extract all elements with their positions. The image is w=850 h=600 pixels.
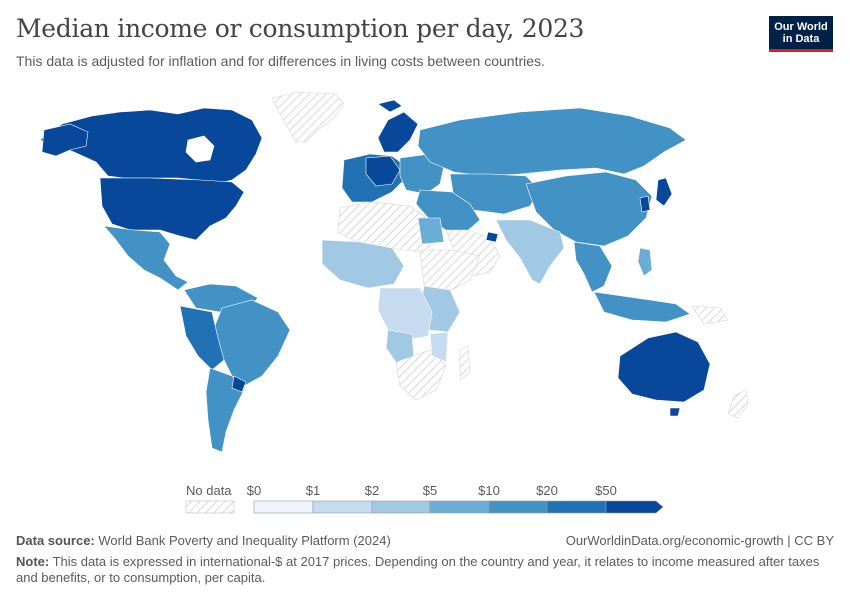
legend-bin-1[interactable] — [312, 500, 373, 514]
world-map-svg — [39, 91, 749, 453]
legend-tick-6: $50 — [595, 483, 617, 498]
region-central-africa[interactable] — [377, 287, 433, 341]
footnote: Note: This data is expressed in internat… — [16, 554, 834, 586]
region-brazil[interactable] — [213, 299, 291, 387]
region-russia[interactable] — [417, 107, 687, 177]
region-hudson-bay — [185, 135, 215, 163]
region-uae[interactable] — [485, 231, 499, 243]
data-source-label: Data source: — [16, 533, 95, 548]
logo-line-1: Our World — [774, 20, 828, 33]
legend-tick-2: $2 — [365, 483, 379, 498]
logo-line-2: in Data — [782, 32, 820, 45]
legend-tick-3: $5 — [423, 483, 437, 498]
region-canada[interactable] — [39, 107, 263, 185]
region-south-asia[interactable] — [495, 219, 565, 285]
region-horn-of-africa[interactable] — [419, 249, 481, 293]
region-alaska[interactable] — [41, 123, 89, 157]
region-central-europe[interactable] — [365, 155, 401, 187]
legend-bin-5[interactable] — [546, 500, 607, 514]
note-text: This data is expressed in international-… — [16, 554, 820, 585]
map-legend: No data $0 $1 $2 $5 $10 $20 $50 — [0, 480, 850, 520]
note-label: Note: — [16, 554, 50, 569]
region-japan[interactable] — [655, 177, 673, 207]
region-egypt[interactable] — [417, 217, 445, 245]
chart-subtitle: This data is adjusted for inflation and … — [16, 53, 545, 69]
data-source: Data source: World Bank Poverty and Ineq… — [16, 533, 391, 548]
region-southern-africa[interactable] — [395, 349, 447, 401]
legend-bin-3[interactable] — [429, 500, 490, 514]
region-mozambique[interactable] — [429, 331, 449, 363]
legend-tick-0: $0 — [247, 483, 261, 498]
legend-no-data-swatch[interactable] — [185, 500, 235, 514]
legend-bin-6[interactable] — [605, 500, 664, 514]
region-tasmania[interactable] — [669, 407, 681, 417]
region-iceland[interactable] — [377, 99, 403, 113]
world-map — [0, 80, 850, 470]
region-australia[interactable] — [617, 331, 711, 403]
region-indonesia[interactable] — [593, 291, 691, 323]
footer: Data source: World Bank Poverty and Ineq… — [16, 533, 834, 586]
region-new-zealand[interactable] — [727, 389, 749, 419]
legend-bin-4[interactable] — [488, 500, 548, 514]
region-uruguay[interactable] — [231, 375, 247, 393]
region-scandinavia[interactable] — [377, 111, 419, 153]
legend-tick-1: $1 — [306, 483, 320, 498]
region-madagascar[interactable] — [459, 345, 471, 381]
region-west-africa[interactable] — [321, 239, 405, 289]
legend-no-data-label: No data — [186, 483, 232, 498]
region-papua-new-guinea[interactable] — [691, 305, 729, 325]
region-greenland[interactable] — [271, 91, 345, 143]
region-china[interactable] — [525, 171, 653, 247]
region-andes[interactable] — [179, 305, 225, 371]
legend-tick-4: $10 — [478, 483, 500, 498]
owid-logo[interactable]: Our World in Data — [769, 16, 833, 52]
data-source-text[interactable]: World Bank Poverty and Inequality Platfo… — [98, 533, 391, 548]
region-korea[interactable] — [639, 195, 651, 213]
legend-svg: No data $0 $1 $2 $5 $10 $20 $50 — [185, 483, 664, 514]
chart-title: Median income or consumption per day, 20… — [16, 14, 585, 43]
legend-bin-0[interactable] — [253, 500, 314, 514]
source-url[interactable]: OurWorldinData.org/economic-growth | CC … — [565, 533, 834, 548]
region-mexico[interactable] — [103, 225, 189, 291]
legend-bin-2[interactable] — [371, 500, 431, 514]
region-southeast-asia[interactable] — [573, 241, 613, 293]
region-usa[interactable] — [99, 177, 245, 241]
region-north-africa[interactable] — [337, 201, 441, 253]
region-philippines[interactable] — [637, 247, 653, 277]
legend-tick-5: $20 — [536, 483, 558, 498]
